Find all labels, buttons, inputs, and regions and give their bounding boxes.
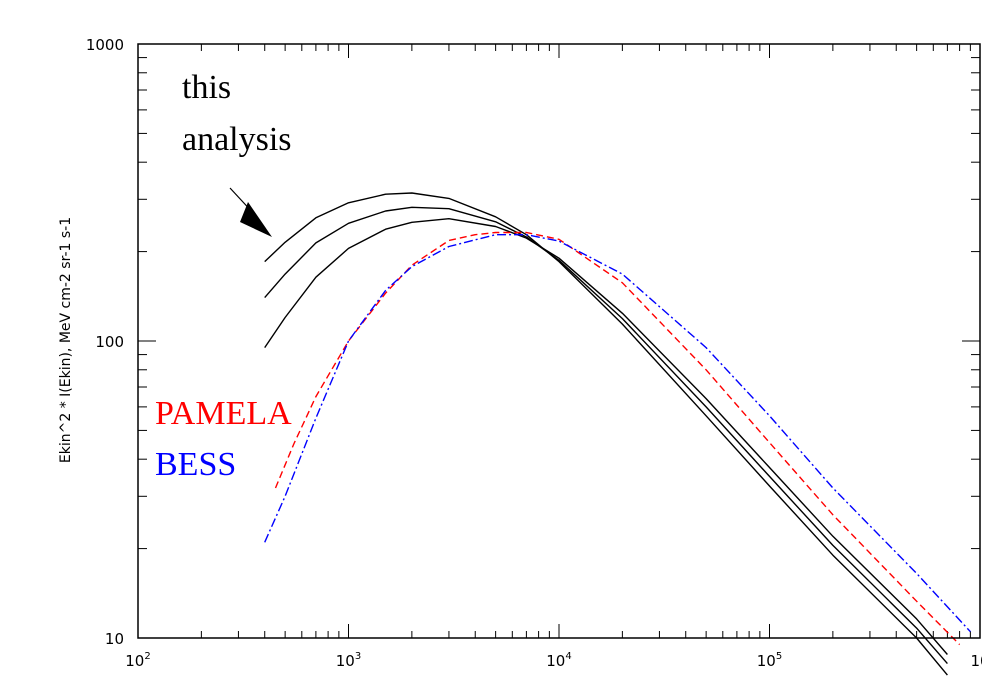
y-axis-label: Ekin^2 * I(Ekin), MeV cm-2 sr-1 s-1 [58, 217, 74, 463]
series-line-bess [264, 233, 971, 633]
ticks-layer [137, 44, 980, 639]
series-line-2 [264, 206, 948, 665]
x-tick-label: 10 [970, 652, 982, 670]
x-tick-label: 103 [336, 651, 361, 670]
annotation-analysis: analysis [182, 121, 292, 158]
annotation-this: this [182, 69, 231, 106]
series-line-1 [264, 192, 948, 676]
series-layer [264, 192, 971, 676]
x-tick-label: 102 [125, 651, 150, 670]
y-tick-label: 1000 [86, 36, 124, 54]
series-line-pamela [274, 231, 961, 646]
x-tick-label: 104 [546, 651, 571, 670]
y-tick-label: 10 [105, 630, 124, 648]
series-line-3 [264, 217, 948, 655]
annotation-bess: BESS [155, 446, 236, 483]
x-tick-label: 105 [757, 651, 782, 670]
annotation-arrow [229, 187, 272, 237]
plot-frame [137, 43, 981, 639]
y-tick-label: 100 [95, 333, 124, 351]
tick-labels-layer: 102 103 104 105 10 10 100 1000 [86, 36, 982, 670]
annotation-pamela: PAMELA [155, 395, 292, 432]
